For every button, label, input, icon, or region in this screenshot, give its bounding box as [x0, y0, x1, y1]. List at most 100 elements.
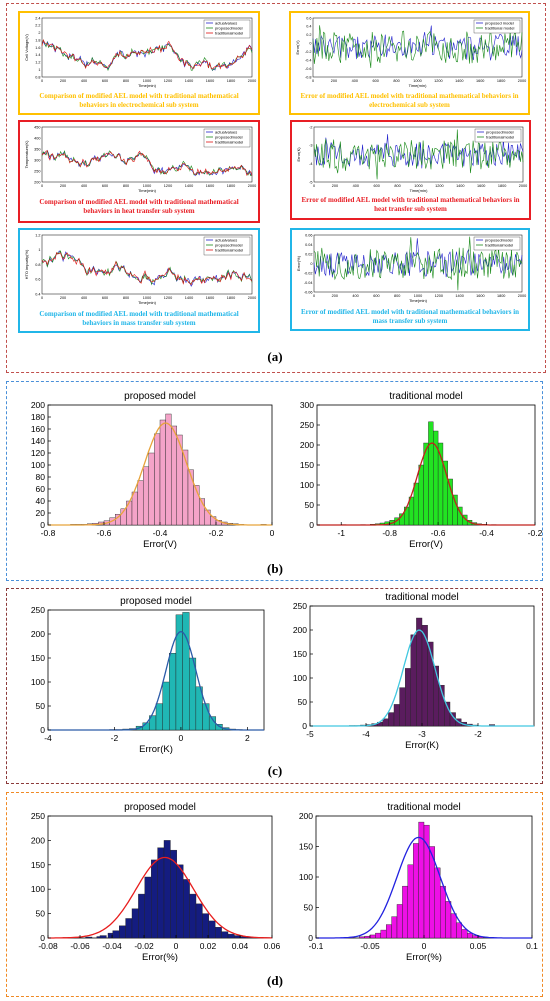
panel-a-frame [6, 3, 546, 373]
y-tick-label: 0 [309, 42, 311, 46]
histogram-bar [189, 893, 197, 939]
chart-title: proposed model [120, 596, 192, 607]
y-tick-label: 2 [38, 31, 40, 35]
x-tick-label: 1600 [476, 294, 484, 298]
panel-b-frame [6, 381, 543, 581]
x-tick-label: 1600 [476, 79, 484, 83]
legend-label: proposedmodel [486, 130, 514, 135]
subplot-a4: proposedmodel traditionalmodel 0 200 400 600 8… [290, 120, 531, 220]
x-tick-label: -0.08 [38, 941, 58, 951]
timeseries-plot: actualvaluesproposedmodeltraditionalmode… [24, 125, 256, 193]
histogram-b-proposed: proposed model -0.8 -0.6 -0.4 -0.2 0 0 20 40 60 80… [31, 391, 275, 550]
legend-box [203, 19, 251, 39]
x-tick-label: 1200 [164, 79, 172, 83]
y-tick-label: 250 [34, 169, 40, 173]
y-tick-label: -3 [309, 144, 312, 148]
legend-label: traditionalmodel [215, 248, 243, 253]
series-line [41, 150, 253, 176]
x-tick-label: 600 [373, 79, 379, 83]
y-tick-label: 350 [34, 147, 40, 151]
panel-c-frame [6, 588, 543, 784]
subplot-a3: actualvalues proposedmodel traditionalmode… [18, 120, 260, 223]
y-tick-label: -0.04 [304, 281, 313, 285]
x-tick-label: 1200 [435, 294, 443, 298]
chart-title: traditional model [387, 802, 460, 813]
subplot-caption: Comparison of modified AEL model with tr… [39, 198, 239, 215]
histogram-bar [215, 724, 223, 731]
x-tick-label: -0.05 [360, 941, 380, 951]
series-line [41, 149, 253, 177]
y-tick-label: 200 [300, 440, 314, 450]
y-tick-label: 40 [36, 496, 46, 506]
histogram-bar [450, 913, 457, 939]
x-tick-label: 1000 [143, 296, 151, 300]
y-tick-label: 50 [36, 909, 46, 919]
y-tick-label: 1.2 [35, 233, 40, 237]
x-axis-label: Error(V) [143, 539, 177, 550]
y-tick-label: 150 [299, 842, 313, 852]
histogram-bar [169, 653, 177, 731]
histogram-bar [407, 864, 414, 939]
x-tick-label: 800 [394, 294, 400, 298]
legend-box [473, 236, 521, 251]
y-tick-label: 0.06 [305, 233, 312, 237]
subplot-caption: Comparison of modified AEL model with tr… [39, 310, 239, 327]
y-tick-label: 200 [293, 625, 307, 635]
x-tick-label: -0.4 [153, 528, 168, 538]
x-tick-label: 400 [81, 184, 87, 188]
y-tick-label: 1.8 [35, 38, 40, 42]
x-tick-label: -0.04 [102, 941, 122, 951]
y-tick-label: 200 [31, 400, 45, 410]
y-tick-label: 1 [38, 248, 40, 252]
y-tick-label: 0.6 [35, 278, 40, 282]
y-tick-label: 0 [310, 262, 312, 266]
histogram-bar [144, 876, 152, 939]
x-tick-label: -4 [362, 729, 370, 739]
x-tick-label: -0.4 [479, 528, 494, 538]
x-tick-label: -4 [44, 733, 52, 743]
fit-curve [310, 629, 534, 727]
panel-label-b: (b) [267, 561, 283, 576]
y-tick-label: 50 [298, 697, 308, 707]
y-tick-label: 1.2 [35, 61, 40, 65]
y-tick-label: 0 [308, 933, 313, 943]
y-tick-label: 0.02 [305, 252, 312, 256]
y-tick-label: 50 [36, 701, 46, 711]
x-tick-label: 0 [174, 941, 179, 951]
histogram-bar [391, 916, 398, 939]
x-tick-label: 1000 [143, 184, 151, 188]
y-tick-label: 150 [293, 649, 307, 659]
histogram-bar [195, 903, 203, 939]
x-axis-label: Error(%) [406, 952, 442, 963]
x-tick-label: 1000 [413, 79, 421, 83]
histogram-bar [456, 922, 462, 939]
legend-box [473, 19, 521, 34]
subplot-caption: Error of modified AEL model with traditi… [300, 92, 519, 109]
histogram-bar [413, 482, 419, 526]
x-tick-label: 0 [313, 294, 315, 298]
y-tick-label: 2.2 [35, 24, 40, 28]
histogram-bar [396, 904, 403, 939]
y-tick-label: 150 [300, 460, 314, 470]
histogram-bar [170, 425, 177, 526]
histogram-c-proposed: proposed model -4 -2 0 2 0 50 100 150 200 250 Error… [31, 596, 265, 755]
fit-curve [48, 630, 264, 731]
x-axis-label: Time(min) [138, 83, 157, 88]
histogram-bar [202, 703, 210, 731]
y-tick-label: 300 [300, 400, 314, 410]
y-tick-label: 250 [31, 605, 45, 615]
series-line [41, 39, 253, 70]
histogram-bar [176, 864, 184, 939]
histogram-bar [157, 847, 165, 939]
x-axis-label: Error(%) [142, 952, 178, 963]
x-tick-label: -0.8 [382, 528, 397, 538]
subplot-caption: Comparison of modified AEL model with tr… [39, 92, 239, 109]
x-tick-label: 2000 [248, 184, 256, 188]
x-tick-label: 0.1 [526, 941, 538, 951]
histogram-bar [399, 687, 406, 727]
series-line [312, 25, 523, 61]
x-tick-label: 1200 [164, 296, 172, 300]
x-tick-label: 200 [332, 294, 338, 298]
x-tick-label: 1600 [206, 79, 214, 83]
